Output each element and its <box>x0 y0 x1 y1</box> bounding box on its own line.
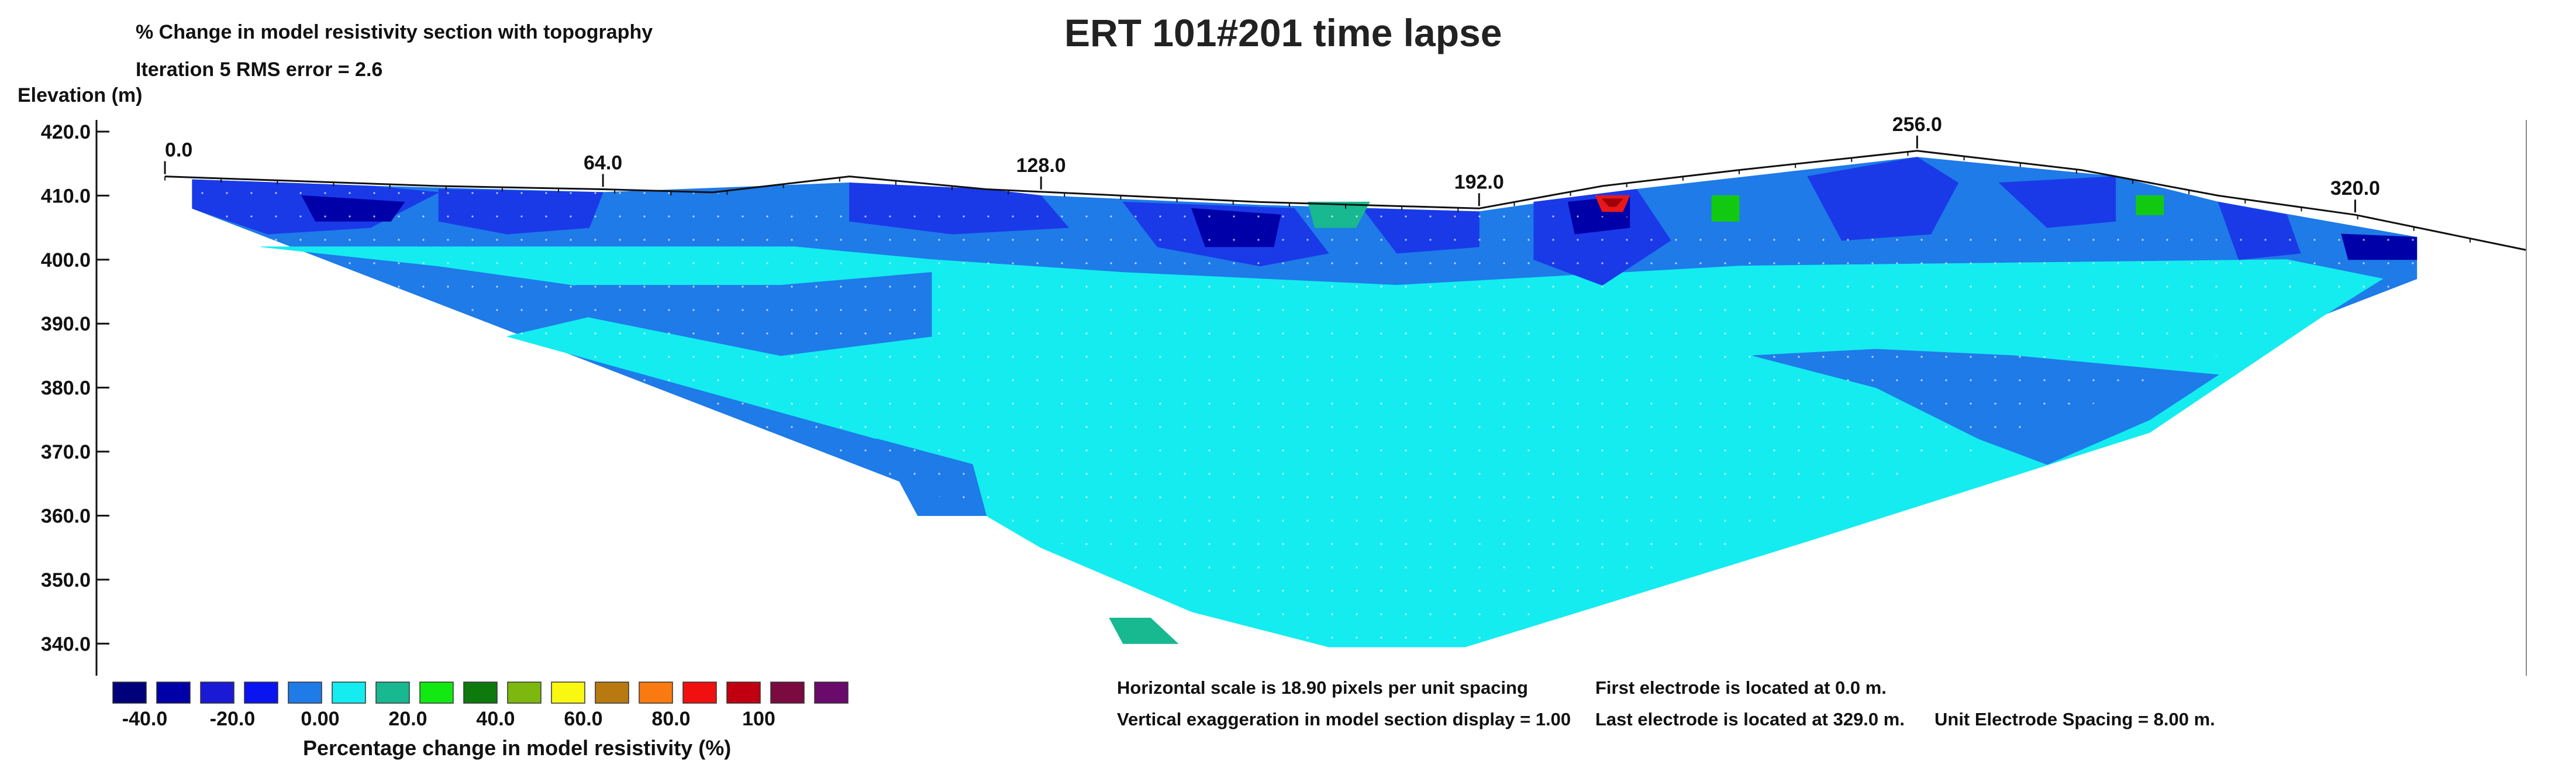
x-tick-label: 192.0 <box>1454 171 1504 193</box>
model-block-dots <box>192 180 2417 647</box>
colorbar-swatch <box>682 681 717 704</box>
colorbar-swatch <box>551 681 585 704</box>
colorbar-swatch <box>726 681 761 704</box>
colorbar-label: 20.0 <box>388 708 427 730</box>
colorbar-swatch <box>200 681 235 704</box>
section-region-20 <box>1711 195 1740 222</box>
section-region-23 <box>1601 198 1624 207</box>
x-tick-label: 128.0 <box>1016 154 1066 177</box>
topography-line <box>164 150 2527 251</box>
colorbar-swatch <box>332 681 366 704</box>
colorbar-swatch <box>463 681 498 704</box>
colorbar-swatch <box>244 681 278 704</box>
colorbar-label: -40.0 <box>122 708 168 730</box>
x-tick-label: 64.0 <box>584 152 622 174</box>
colorbar-swatch <box>288 681 322 704</box>
colorbar-swatch <box>156 681 191 704</box>
colorbar-swatch <box>375 681 410 704</box>
chart-subtitle: % Change in model resistivity section wi… <box>136 21 653 43</box>
chart-title: ERT 101#201 time lapse <box>1064 11 1502 54</box>
colorbar-label: 80.0 <box>651 708 690 730</box>
x-tick-label: 256.0 <box>1892 113 1942 136</box>
colorbar-swatch <box>639 681 673 704</box>
colorbar-label: 40.0 <box>476 708 515 730</box>
y-tick-label: 340.0 <box>41 633 91 655</box>
colorbar-swatch <box>507 681 542 704</box>
y-tick-label: 410.0 <box>41 185 91 207</box>
first-electrode-note: First electrode is located at 0.0 m. <box>1595 677 1887 698</box>
y-tick-label: 380.0 <box>41 377 91 400</box>
last-electrode-note: Last electrode is located at 329.0 m. <box>1595 709 1905 729</box>
section-region-12 <box>1998 176 2116 228</box>
vertical-exaggeration-note: Vertical exaggeration in model section d… <box>1117 709 1571 729</box>
colorbar-swatch <box>814 681 849 704</box>
iteration-label: Iteration 5 RMS error = 2.6 <box>136 58 383 81</box>
colorbar-swatch <box>770 681 805 704</box>
colorbar-label: 60.0 <box>564 708 602 730</box>
y-tick-label: 420.0 <box>41 121 91 143</box>
colorbar-label: -20.0 <box>210 708 256 730</box>
y-tick-label: 360.0 <box>41 505 91 527</box>
colorbar-swatch <box>595 681 629 704</box>
section-region-21 <box>2136 195 2164 215</box>
colorbar-swatch <box>419 681 454 704</box>
x-tick-label: 0.0 <box>165 139 192 161</box>
colorbar-label: 100 <box>742 708 775 730</box>
y-tick-label: 390.0 <box>41 313 91 335</box>
y-axis-label: Elevation (m) <box>18 84 143 106</box>
colorbar-swatch <box>112 681 147 704</box>
colorbar-label: 0.00 <box>301 708 339 730</box>
y-tick-label: 370.0 <box>41 441 91 463</box>
horizontal-scale-note: Horizontal scale is 18.90 pixels per uni… <box>1117 677 1528 698</box>
section-region-19 <box>1109 618 1179 644</box>
y-tick-label: 350.0 <box>41 569 91 591</box>
colorbar-title: Percentage change in model resistivity (… <box>303 736 732 760</box>
y-tick-label: 400.0 <box>41 249 91 271</box>
electrode-spacing-note: Unit Electrode Spacing = 8.00 m. <box>1934 709 2215 729</box>
x-tick-label: 320.0 <box>2330 177 2380 199</box>
